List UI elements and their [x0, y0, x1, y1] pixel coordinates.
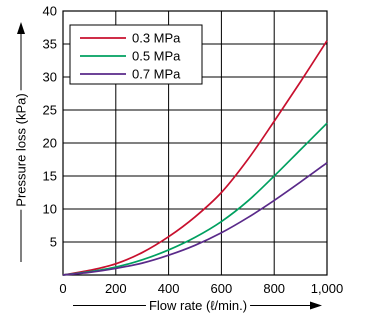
y-tick-label: 20: [43, 136, 57, 151]
y-tick-label: 40: [43, 4, 57, 19]
y-tick-label: 35: [43, 37, 57, 52]
y-axis-title: Pressure loss (kPa): [14, 93, 29, 206]
legend-label: 0.5 MPa: [132, 49, 181, 64]
legend-label: 0.7 MPa: [132, 67, 181, 82]
x-tick-label: 600: [211, 281, 233, 296]
x-tick-label: 800: [263, 281, 285, 296]
y-tick-label: 25: [43, 103, 57, 118]
x-tick-label: 400: [158, 281, 180, 296]
y-tick-label: 5: [50, 235, 57, 250]
series-layer: [62, 40, 328, 276]
legend: 0.3 MPa 0.5 MPa 0.7 MPa: [69, 24, 203, 85]
tick-labels: 0 200 400 600 800 1,000 5 10 15 20 25 30 35 40: [43, 4, 344, 297]
x-tick-label: 1,000: [311, 281, 344, 296]
series-line-2: [62, 122, 328, 276]
series-line-3: [62, 162, 328, 276]
axis-title-backdrop: [145, 298, 251, 313]
x-axis-title: Flow rate (ℓ/min.): [149, 298, 247, 313]
y-axis-arrow-head: [17, 22, 25, 34]
legend-label: 0.3 MPa: [132, 31, 181, 46]
y-tick-label: 15: [43, 169, 57, 184]
y-tick-label: 10: [43, 202, 57, 217]
axis-title-backdrop: [13, 90, 29, 210]
plot-frame: [62, 10, 328, 276]
y-axis-title-group: Pressure loss (kPa): [13, 22, 29, 262]
legend-entries: 0.3 MPa 0.5 MPa 0.7 MPa: [80, 31, 181, 82]
x-tick-label: 200: [105, 281, 127, 296]
y-tick-label: 30: [43, 70, 57, 85]
x-axis-title-group: Flow rate (ℓ/min.): [73, 298, 322, 313]
x-tick-label: 0: [59, 281, 66, 296]
x-axis-arrow-head: [310, 301, 322, 310]
series-line-1: [62, 40, 328, 276]
